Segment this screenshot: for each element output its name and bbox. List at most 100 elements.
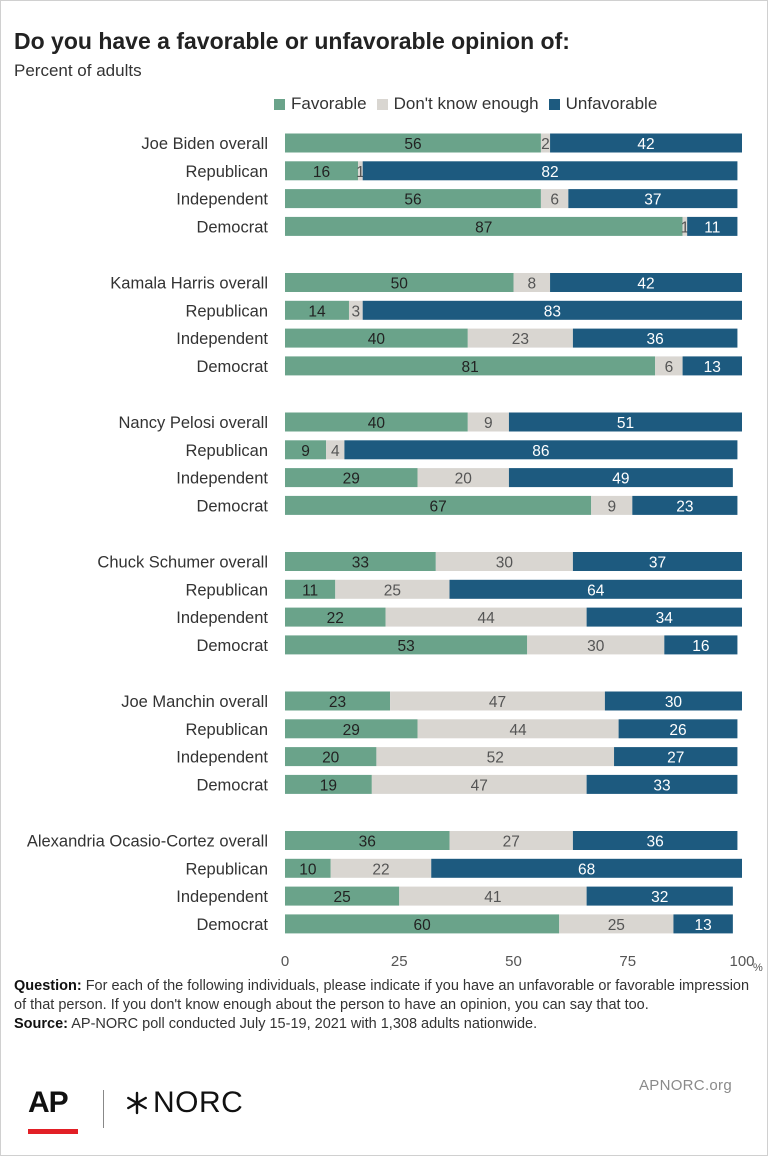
value-label-unfavorable: 82: [541, 164, 558, 181]
bar-don-t-know-enough: [385, 607, 587, 627]
x-tick-label: 50: [505, 953, 522, 970]
bar-favorable: [285, 719, 418, 739]
bar-don-t-know-enough: [326, 440, 345, 460]
chart-subtitle: Percent of adults: [14, 61, 142, 80]
value-label-unfavorable: 33: [653, 777, 670, 794]
norc-star-icon: [127, 1091, 147, 1115]
category-label: Democrat: [196, 497, 268, 515]
bar-unfavorable: [614, 747, 738, 767]
bar-don-t-know-enough: [399, 886, 587, 906]
bar-unfavorable: [586, 774, 738, 794]
bar-don-t-know-enough: [335, 579, 450, 599]
category-label: Democrat: [196, 218, 268, 236]
bar-don-t-know-enough: [559, 914, 674, 934]
value-label-favorable: 81: [461, 359, 478, 376]
legend-swatch-dont-know: [376, 98, 388, 110]
category-label: Joe Manchin overall: [121, 693, 268, 711]
bar-unfavorable: [604, 691, 742, 711]
bar-don-t-know-enough: [513, 273, 551, 292]
category-label: Republican: [185, 302, 268, 320]
category-label: Chuck Schumer overall: [97, 554, 268, 572]
value-label-unfavorable: 83: [544, 303, 561, 320]
value-label-favorable: 23: [329, 694, 346, 711]
value-label-unfavorable: 16: [692, 638, 709, 655]
value-label-unfavorable: 64: [587, 582, 605, 599]
bar-don-t-know-enough: [358, 161, 363, 181]
category-label: Independent: [176, 330, 268, 348]
value-label-favorable: 87: [475, 219, 492, 236]
category-label: Joe Biden overall: [141, 135, 268, 153]
value-label-unfavorable: 51: [617, 415, 634, 432]
value-label-favorable: 29: [343, 471, 360, 488]
bar-favorable: [285, 189, 541, 209]
bar-don-t-know-enough: [467, 328, 573, 348]
legend-item-favorable: Favorable: [274, 94, 367, 114]
value-label-don-t-know-enough: 20: [455, 471, 473, 488]
value-label-don-t-know-enough: 25: [384, 582, 401, 599]
bar-don-t-know-enough: [371, 774, 587, 794]
bar-favorable: [285, 356, 656, 376]
value-label-don-t-know-enough: 23: [512, 331, 529, 348]
question-label: Question:: [14, 978, 82, 994]
bar-favorable: [285, 886, 400, 906]
bar-unfavorable: [632, 495, 738, 515]
x-axis-unit: %: [753, 962, 763, 974]
bar-favorable: [285, 300, 349, 320]
category-label: Democrat: [196, 358, 268, 376]
value-label-favorable: 25: [334, 889, 351, 906]
question-note: Question: For each of the following indi…: [14, 977, 754, 1015]
category-label: Republican: [185, 163, 268, 181]
legend-item-dont-know: Don't know enough: [376, 94, 539, 114]
bar-don-t-know-enough: [540, 189, 569, 209]
value-label-don-t-know-enough: 30: [496, 555, 514, 572]
value-label-don-t-know-enough: 47: [489, 694, 506, 711]
value-label-don-t-know-enough: 1: [356, 164, 365, 181]
value-label-unfavorable: 49: [612, 471, 629, 488]
value-label-don-t-know-enough: 30: [587, 638, 605, 655]
value-label-unfavorable: 27: [667, 750, 684, 767]
bar-don-t-know-enough: [435, 552, 573, 571]
bar-don-t-know-enough: [449, 831, 573, 850]
value-label-unfavorable: 37: [644, 192, 661, 209]
value-label-unfavorable: 68: [578, 861, 595, 878]
bar-favorable: [285, 273, 514, 292]
bar-favorable: [285, 635, 528, 655]
value-label-don-t-know-enough: 25: [608, 917, 625, 934]
bar-don-t-know-enough: [330, 858, 432, 878]
bar-unfavorable: [572, 831, 738, 850]
category-label: Republican: [185, 721, 268, 739]
category-label: Republican: [185, 581, 268, 599]
x-tick-label: 100: [729, 953, 754, 970]
category-label: Nancy Pelosi overall: [119, 414, 268, 432]
ap-logo-underline: [28, 1129, 78, 1134]
bar-don-t-know-enough: [540, 133, 551, 153]
category-label: Independent: [176, 470, 268, 488]
category-label: Democrat: [196, 637, 268, 655]
norc-logo-text: NORC: [153, 1086, 244, 1119]
value-label-favorable: 60: [413, 917, 431, 934]
bar-unfavorable: [586, 886, 733, 906]
footer-url: APNORC.org: [638, 1077, 732, 1094]
bar-don-t-know-enough: [376, 747, 615, 767]
bar-favorable: [285, 552, 436, 571]
value-label-don-t-know-enough: 2: [541, 136, 550, 153]
value-label-favorable: 56: [404, 192, 421, 209]
value-label-favorable: 40: [368, 415, 386, 432]
ap-logo: AP: [28, 1086, 69, 1119]
category-label: Democrat: [196, 776, 268, 794]
x-tick-label: 25: [391, 953, 408, 970]
bar-unfavorable: [568, 189, 738, 209]
bar-unfavorable: [344, 440, 738, 460]
value-label-unfavorable: 37: [649, 555, 666, 572]
value-label-unfavorable: 26: [669, 722, 686, 739]
value-label-favorable: 9: [301, 443, 310, 460]
value-label-favorable: 33: [352, 555, 369, 572]
value-label-favorable: 36: [359, 834, 376, 851]
category-label: Alexandria Ocasio-Cortez overall: [27, 833, 268, 851]
value-label-don-t-know-enough: 27: [503, 834, 520, 851]
value-label-unfavorable: 13: [695, 917, 712, 934]
value-label-favorable: 67: [429, 498, 446, 515]
bar-unfavorable: [664, 635, 738, 655]
bar-favorable: [285, 133, 541, 153]
bar-favorable: [285, 161, 359, 181]
